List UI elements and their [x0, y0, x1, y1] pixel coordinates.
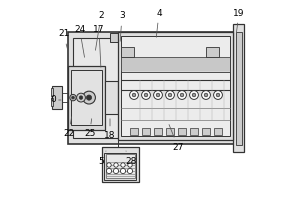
Text: 19: 19 [233, 8, 245, 33]
Circle shape [114, 163, 118, 167]
Circle shape [72, 96, 74, 99]
Bar [71, 70, 102, 125]
Bar [202, 128, 210, 135]
Circle shape [156, 93, 160, 97]
Bar [121, 57, 230, 72]
Circle shape [70, 94, 76, 101]
Circle shape [132, 93, 136, 97]
Bar [51, 98, 52, 106]
Text: 2: 2 [95, 11, 104, 50]
Circle shape [76, 93, 85, 102]
Text: 3: 3 [119, 11, 125, 41]
Bar [104, 153, 136, 180]
Circle shape [154, 91, 162, 99]
Circle shape [216, 93, 220, 97]
Text: 0: 0 [50, 96, 61, 104]
Circle shape [107, 163, 111, 167]
Bar [102, 147, 139, 182]
Bar [105, 81, 118, 114]
Circle shape [79, 96, 83, 99]
Circle shape [142, 91, 150, 99]
Text: 17: 17 [93, 24, 105, 67]
Text: 5: 5 [98, 151, 106, 166]
Bar [178, 128, 186, 135]
Circle shape [120, 168, 126, 174]
Circle shape [82, 91, 95, 104]
Bar [68, 32, 239, 144]
Circle shape [130, 91, 138, 99]
Bar [51, 88, 52, 96]
Circle shape [106, 168, 112, 174]
Text: 28: 28 [125, 151, 137, 166]
Bar [118, 32, 233, 140]
Bar [214, 128, 222, 135]
Text: 4: 4 [156, 8, 162, 37]
Text: 21: 21 [58, 29, 69, 52]
Bar [68, 66, 105, 130]
Bar [190, 128, 198, 135]
Bar [154, 128, 162, 135]
Bar [233, 24, 244, 152]
Text: 25: 25 [84, 119, 95, 138]
Circle shape [192, 93, 196, 97]
Bar [121, 36, 230, 136]
Circle shape [168, 93, 172, 97]
Bar [236, 32, 242, 145]
Bar [186, 33, 200, 42]
Text: 24: 24 [74, 24, 85, 57]
Bar [130, 128, 138, 135]
Circle shape [121, 163, 125, 167]
Circle shape [144, 93, 148, 97]
Circle shape [166, 91, 174, 99]
Circle shape [190, 91, 198, 99]
Circle shape [128, 168, 133, 174]
Circle shape [178, 91, 186, 99]
Bar [142, 128, 150, 135]
Circle shape [128, 163, 132, 167]
Circle shape [204, 93, 208, 97]
Text: 27: 27 [169, 125, 184, 152]
Circle shape [180, 93, 184, 97]
Bar [73, 38, 233, 138]
Bar [106, 154, 135, 178]
Circle shape [113, 168, 119, 174]
Bar [52, 86, 62, 109]
Bar [166, 128, 174, 135]
Circle shape [202, 91, 210, 99]
Text: 22: 22 [63, 117, 75, 138]
Text: 18: 18 [104, 119, 116, 140]
Circle shape [214, 91, 222, 99]
Bar [110, 33, 124, 42]
Bar [206, 47, 219, 57]
Bar [121, 47, 134, 57]
Circle shape [86, 95, 92, 100]
